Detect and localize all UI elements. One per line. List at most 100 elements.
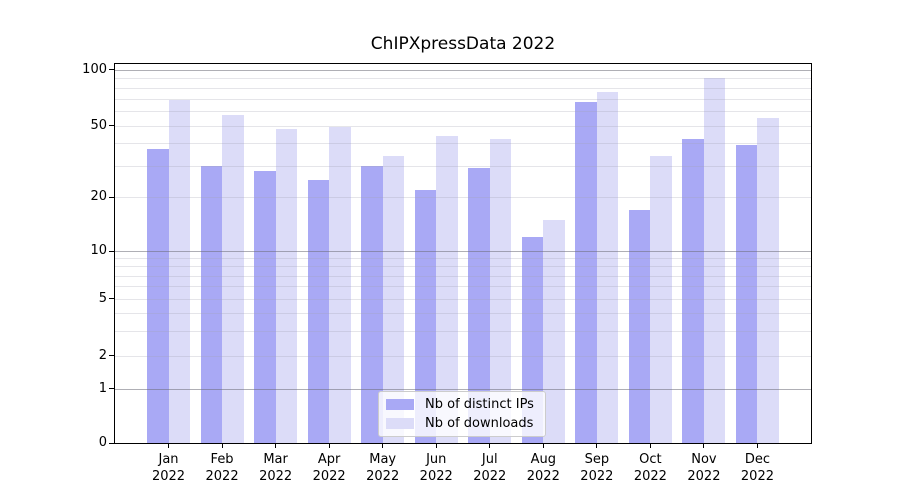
gridline-major: [115, 251, 811, 252]
x-tick-month: Jun: [426, 452, 447, 467]
y-tick-label: 5: [98, 290, 107, 306]
x-tick-label: Jul 2022: [460, 451, 520, 485]
bar-distinct-ips: [468, 168, 490, 443]
tick-mark: [703, 444, 705, 448]
legend: Nb of distinct IPs Nb of downloads: [378, 391, 546, 437]
tick-mark: [109, 442, 114, 444]
y-tick-label: 1: [98, 380, 107, 396]
x-tick-year: 2022: [526, 469, 560, 484]
tick-mark: [109, 196, 114, 198]
x-tick-label: Jun 2022: [406, 451, 466, 485]
x-tick-label: Nov 2022: [674, 451, 734, 485]
legend-item-downloads: Nb of downloads: [386, 416, 545, 431]
x-tick-month: May: [369, 452, 397, 467]
x-tick-label: Mar 2022: [246, 451, 306, 485]
tick-mark: [328, 444, 330, 448]
gridline-minor: [115, 125, 811, 127]
x-tick-year: 2022: [259, 469, 293, 484]
gridline-minor: [115, 330, 811, 332]
tick-mark: [435, 444, 437, 448]
chart-title: ChIPXpressData 2022: [370, 34, 556, 54]
x-tick-year: 2022: [205, 469, 239, 484]
gridline-minor: [115, 78, 811, 80]
tick-mark: [109, 298, 114, 300]
bar-downloads: [650, 155, 672, 443]
y-tick-label: 0: [98, 435, 107, 450]
x-tick-year: 2022: [580, 469, 614, 484]
bar-distinct-ips: [307, 179, 330, 443]
bar-downloads: [382, 155, 405, 443]
bar-distinct-ips: [735, 145, 758, 443]
x-tick-label: May 2022: [353, 451, 413, 485]
x-tick-year: 2022: [419, 469, 453, 484]
tick-mark: [109, 388, 114, 390]
bar-distinct-ips: [254, 171, 276, 443]
legend-label-downloads: Nb of downloads: [425, 416, 534, 431]
x-tick-label: Feb 2022: [192, 451, 252, 485]
bar-distinct-ips: [575, 102, 597, 443]
tick-mark: [168, 444, 170, 448]
bar-downloads: [329, 127, 351, 443]
x-tick-month: Mar: [263, 452, 288, 467]
gridline-minor: [115, 266, 811, 268]
tick-mark: [756, 444, 758, 448]
x-tick-year: 2022: [740, 469, 774, 484]
bar-downloads: [757, 118, 779, 443]
gridline-minor: [115, 286, 811, 288]
x-tick-month: Oct: [639, 452, 662, 467]
bar-distinct-ips: [682, 139, 704, 443]
x-tick-year: 2022: [633, 469, 667, 484]
gridline-minor: [115, 143, 811, 145]
x-tick-month: Aug: [530, 452, 556, 467]
y-tick-label: 50: [90, 117, 107, 133]
bar-distinct-ips: [361, 165, 383, 443]
x-tick-month: Dec: [744, 452, 771, 467]
gridline-minor: [115, 355, 811, 357]
x-tick-month: Jan: [158, 452, 179, 467]
bar-downloads: [222, 115, 244, 443]
x-tick-label: Jan 2022: [139, 451, 199, 485]
gridline-major: [115, 69, 811, 71]
tick-mark: [109, 250, 114, 252]
tick-mark: [596, 444, 598, 448]
x-tick-month: Sep: [584, 452, 610, 467]
bar-downloads: [543, 219, 565, 443]
bar-distinct-ips: [628, 209, 651, 443]
tick-mark: [109, 355, 114, 357]
x-tick-label: Apr 2022: [299, 451, 359, 485]
legend-item-distinct-ips: Nb of distinct IPs: [386, 397, 545, 412]
bar-downloads: [596, 91, 619, 443]
bar-downloads: [275, 128, 298, 443]
x-tick-month: Feb: [210, 452, 234, 467]
x-tick-month: Nov: [691, 452, 717, 467]
tick-mark: [542, 444, 544, 448]
bar-downloads: [168, 99, 191, 443]
tick-mark: [649, 444, 651, 448]
tick-mark: [109, 125, 114, 127]
x-tick-year: 2022: [151, 469, 186, 484]
x-tick-year: 2022: [687, 469, 721, 484]
gridline-major: [115, 388, 811, 390]
gridline-minor: [115, 98, 811, 100]
tick-mark: [221, 444, 223, 448]
gridline-minor: [115, 197, 811, 199]
bar-downloads: [489, 139, 512, 443]
gridline-minor: [115, 87, 811, 89]
bar-downloads: [703, 78, 726, 443]
x-tick-label: Dec 2022: [727, 451, 787, 485]
y-tick-label: 20: [90, 189, 107, 205]
legend-swatch-downloads: [386, 418, 414, 429]
bar-distinct-ips: [147, 149, 169, 443]
x-tick-month: Jul: [481, 452, 498, 467]
x-tick-year: 2022: [473, 469, 507, 484]
bar-distinct-ips: [200, 165, 223, 443]
x-tick-year: 2022: [366, 469, 400, 484]
gridline-minor: [115, 275, 811, 277]
tick-mark: [489, 444, 491, 448]
x-tick-label: Sep 2022: [567, 451, 627, 485]
y-tick-label: 2: [98, 347, 107, 363]
gridline-minor: [115, 258, 811, 260]
gridline-minor: [115, 312, 811, 314]
gridline-minor: [115, 110, 811, 112]
gridline-minor: [115, 165, 811, 167]
